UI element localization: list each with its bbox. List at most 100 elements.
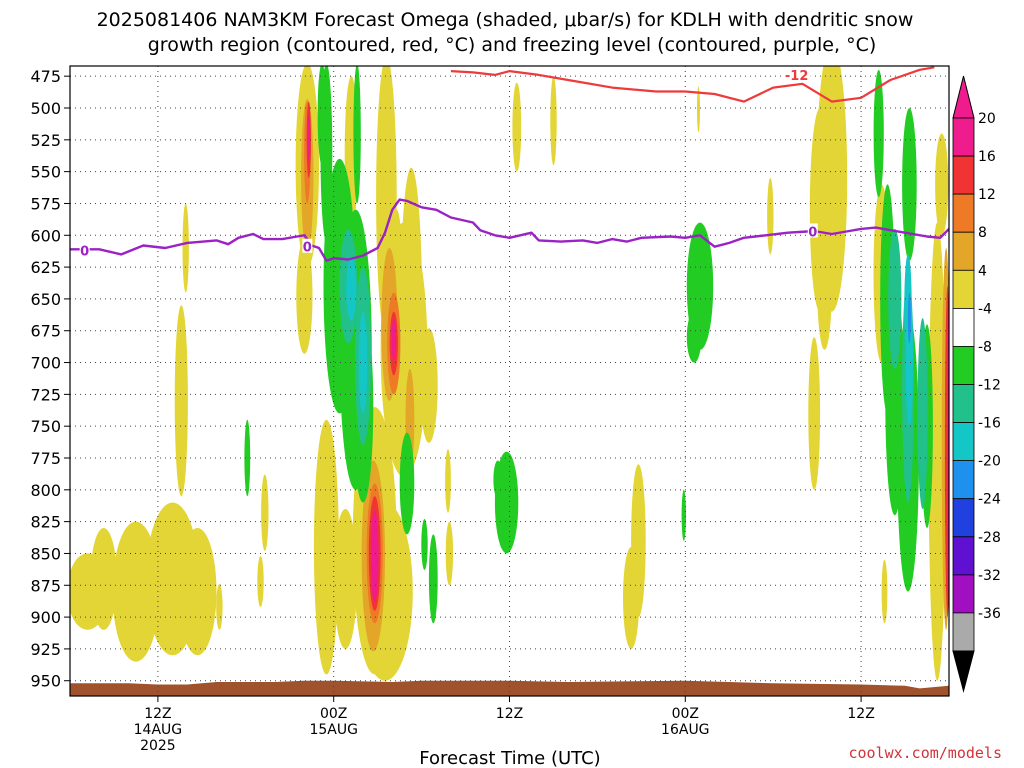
colorbar-band [952, 307, 975, 347]
credit-text: coolwx.com/models [848, 744, 1002, 762]
x-tick-label: 14AUG [134, 722, 183, 738]
omega-region-4 [445, 521, 454, 586]
omega-region-20 [307, 115, 310, 162]
freezing-label-bg [79, 242, 90, 257]
omega-region-4 [261, 474, 269, 551]
omega-region-neg4 [902, 107, 917, 261]
y-tick-label: 900 [30, 608, 61, 627]
omega-region-neg4 [421, 519, 428, 570]
x-tick-label: 16AUG [661, 722, 710, 738]
y-tick-label: 650 [30, 290, 61, 309]
omega-region-4 [935, 133, 949, 236]
colorbar-band [952, 574, 975, 614]
colorbar-band [952, 460, 975, 500]
colorbar-tick-label: 16 [978, 149, 996, 165]
omega-region-4 [928, 222, 947, 681]
colorbar-tick-label: 8 [978, 225, 987, 241]
y-tick-label: 875 [30, 576, 61, 595]
x-tick-label: 15AUG [309, 722, 358, 738]
omega-region-neg4 [353, 66, 361, 204]
chart-subtitle: growth region (contoured, red, °C) and f… [148, 34, 877, 56]
omega-region-4 [333, 508, 358, 649]
omega-region-4 [170, 528, 181, 630]
omega-region-4 [817, 222, 832, 350]
colorbar-band [952, 269, 975, 309]
omega-region-4 [881, 559, 888, 624]
colorbar-tick-label: -36 [978, 606, 1001, 622]
omega-region-neg8 [917, 318, 928, 509]
omega-region-4 [178, 528, 217, 656]
omega-region-neg12 [905, 298, 914, 427]
y-tick-label: 775 [30, 449, 61, 468]
omega-region-4 [767, 178, 774, 255]
y-tick-label: 725 [30, 385, 61, 404]
omega-shading [70, 66, 949, 681]
omega-region-neg8 [888, 228, 902, 369]
colorbar-tick-label: -32 [978, 568, 1001, 584]
colorbar-tick-label: -12 [978, 378, 1001, 394]
y-tick-label: 675 [30, 322, 61, 341]
x-tick-label: 2025 [140, 738, 176, 754]
colorbar-tick-label: 4 [978, 263, 987, 279]
freezing-level-label: 0 [80, 245, 89, 260]
dendritic-contour [450, 66, 935, 103]
y-tick-label: 825 [30, 513, 61, 532]
y-tick-label: 500 [30, 99, 61, 118]
chart-title: 2025081406 NAM3KM Forecast Omega (shaded… [97, 9, 914, 31]
omega-region-neg16 [907, 292, 911, 344]
colorbar-over-arrow [952, 75, 975, 119]
colorbar-tick-label: -24 [978, 492, 1001, 508]
omega-region-neg12 [346, 256, 357, 321]
omega-region-neg4 [317, 66, 327, 166]
y-tick-label: 525 [30, 131, 61, 150]
omega-region-neg4 [244, 419, 251, 497]
colorbar: 20 16 12 8 4 -4 -8 -12 -16 -20 -24 -28 -32 -36 [952, 75, 1001, 693]
freezing-level-label: 0 [808, 225, 817, 240]
colorbar-tick-label: -20 [978, 454, 1001, 470]
x-axis-label: Forecast Time (UTC) [419, 748, 600, 768]
omega-region-neg4 [428, 534, 438, 624]
omega-region-neg4 [686, 311, 702, 363]
colorbar-tick-label: 12 [978, 187, 996, 203]
colorbar-band [952, 536, 975, 576]
omega-region-4 [550, 76, 557, 166]
omega-region-4 [420, 328, 438, 443]
omega-region-4 [445, 449, 451, 513]
omega-region-4 [313, 419, 339, 675]
x-tick-label: 00Z [672, 706, 699, 722]
x-tick-label: 12Z [496, 706, 523, 722]
omega-region-4 [216, 584, 223, 630]
colorbar-tick-label: -16 [978, 416, 1001, 432]
x-tick-label: 12Z [144, 706, 171, 722]
colorbar-band [952, 193, 975, 233]
omega-region-neg4 [399, 432, 415, 535]
omega-region-neg4 [493, 460, 503, 499]
x-tick-label: 00Z [320, 706, 347, 722]
y-tick-label: 575 [30, 194, 61, 213]
grid-lines [70, 66, 949, 696]
colorbar-under-arrow [952, 650, 975, 693]
y-axis: 475 500 525 550 575 600 625 650 675 700 725 750 775 8… [30, 67, 70, 691]
y-tick-label: 550 [30, 163, 61, 182]
y-tick-label: 750 [30, 417, 61, 436]
colorbar-band [952, 384, 975, 423]
omega-region-4 [512, 82, 522, 172]
colorbar-tick-label: -28 [978, 530, 1001, 546]
colorbar-band [952, 231, 975, 271]
colorbar-band [952, 345, 975, 385]
y-tick-label: 925 [30, 640, 61, 659]
omega-region-neg4 [681, 489, 686, 541]
freezing-label-bg [807, 223, 818, 238]
y-tick-label: 600 [30, 226, 61, 245]
y-tick-label: 625 [30, 258, 61, 277]
x-tick-label: 12Z [847, 706, 874, 722]
omega-region-4 [623, 547, 640, 649]
omega-region-4 [296, 239, 313, 354]
colorbar-band [952, 117, 975, 157]
omega-region-neg12 [358, 311, 368, 414]
colorbar-tick-label: -4 [978, 301, 992, 317]
omega-region-20 [391, 319, 396, 360]
omega-region-4 [808, 337, 821, 490]
